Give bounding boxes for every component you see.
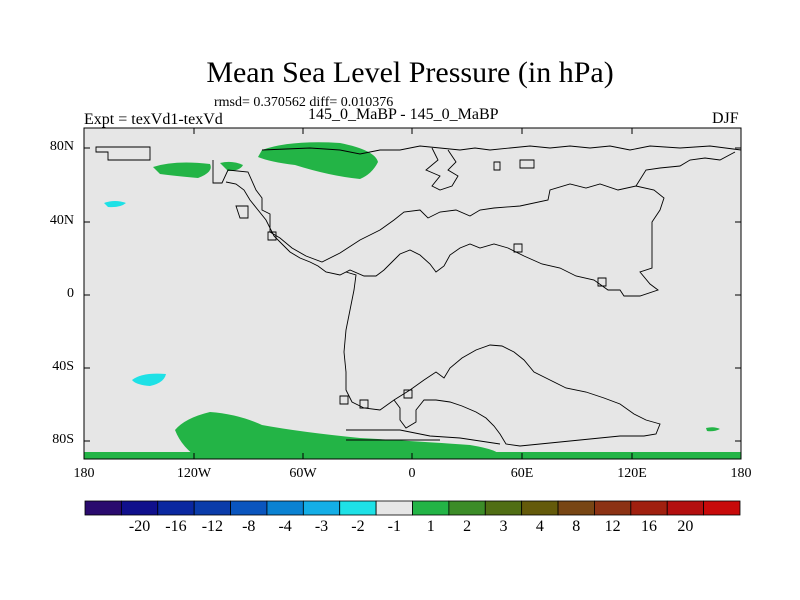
latitude-tick-label: 40N [49, 213, 74, 228]
colorbar-label: -2 [351, 518, 365, 535]
colorbar-label: -3 [314, 518, 329, 535]
colorbar-swatch [193, 500, 231, 516]
colorbar [84, 500, 741, 516]
colorbar-label: 1 [426, 518, 435, 535]
colorbar-swatch [339, 500, 377, 516]
colorbar-label: -8 [242, 518, 256, 535]
period-label: 145_0_MaBP - 145_0_MaBP [308, 106, 499, 123]
colorbar-swatch [594, 500, 632, 516]
latitude-tick-label: 80N [49, 139, 74, 154]
colorbar-label: -4 [278, 518, 292, 535]
colorbar-swatch [84, 500, 122, 516]
coastline [267, 231, 277, 241]
coastline [513, 243, 523, 253]
axis-ticks [83, 128, 742, 459]
coastline [261, 145, 742, 155]
anomaly-region-positive [175, 412, 500, 459]
coastline [519, 159, 535, 169]
colorbar-swatch [412, 500, 450, 516]
colorbar-swatch [448, 500, 486, 516]
anomaly-region-positive [153, 162, 211, 178]
colorbar-swatch [157, 500, 195, 516]
season-label: DJF [712, 110, 739, 127]
colorbar-swatch [630, 500, 668, 516]
negative-anomaly-regions [104, 201, 166, 386]
longitude-tick-label: 0 [408, 466, 416, 481]
latitude-tick-label: 80S [52, 432, 74, 447]
longitude-tick-label: 180 [730, 466, 752, 481]
longitude-tick-label: 60W [289, 466, 317, 481]
stats-label: rmsd= 0.370562 diff= 0.010376 [214, 95, 394, 110]
colorbar-swatch [484, 500, 523, 516]
map-title: Mean Sea Level Pressure (in hPa) [206, 56, 614, 89]
latitude-tick-label: 0 [67, 286, 74, 301]
experiment-label: Expt = texVd1-texVd [84, 111, 223, 128]
longitude-tick-label: 120W [176, 466, 212, 481]
anomaly-region-positive [480, 452, 741, 459]
colorbar-swatch [302, 500, 341, 516]
colorbar-swatch [375, 500, 413, 516]
longitude-tick-label: 60E [510, 466, 534, 481]
coastline [212, 160, 665, 297]
positive-anomaly-regions [84, 142, 741, 459]
coastline [403, 389, 413, 399]
colorbar-swatch [521, 500, 559, 516]
colorbar-label: -12 [201, 518, 224, 535]
coastline [359, 399, 369, 409]
longitude-tick-label: 180 [73, 466, 95, 481]
colorbar-label: -1 [387, 518, 401, 535]
colorbar-swatch [120, 500, 159, 516]
coastline [425, 147, 459, 191]
anomaly-region-positive [706, 427, 720, 432]
colorbar-label: 3 [499, 518, 508, 535]
colorbar-swatch [666, 500, 705, 516]
colorbar-label: 20 [677, 518, 694, 535]
colorbar-label: -16 [165, 518, 187, 535]
coastline [235, 205, 249, 219]
longitude-tick-label: 120E [617, 466, 647, 481]
plot-area [84, 128, 741, 459]
colorbar-swatch [230, 500, 268, 516]
coastlines [95, 145, 742, 447]
coastline [339, 395, 349, 405]
coastline [346, 429, 501, 445]
anomaly-region-negative [104, 201, 126, 208]
coastline [597, 277, 607, 287]
colorbar-label: 8 [572, 518, 581, 535]
coastline [95, 146, 151, 161]
colorbar-swatch [266, 500, 304, 516]
coastline [493, 161, 501, 171]
anomaly-region-positive [84, 452, 200, 459]
latitude-tick-label: 40S [52, 359, 74, 374]
colorbar-label: 2 [463, 518, 472, 535]
colorbar-label: 12 [604, 518, 621, 535]
anomaly-region-positive [220, 161, 243, 171]
coastline [635, 151, 736, 187]
colorbar-label: 4 [535, 518, 544, 535]
colorbar-label: 16 [641, 518, 658, 535]
colorbar-swatch [703, 500, 741, 516]
anomaly-region-negative [132, 373, 166, 386]
colorbar-label: -20 [128, 518, 151, 535]
colorbar-swatch [557, 500, 595, 516]
